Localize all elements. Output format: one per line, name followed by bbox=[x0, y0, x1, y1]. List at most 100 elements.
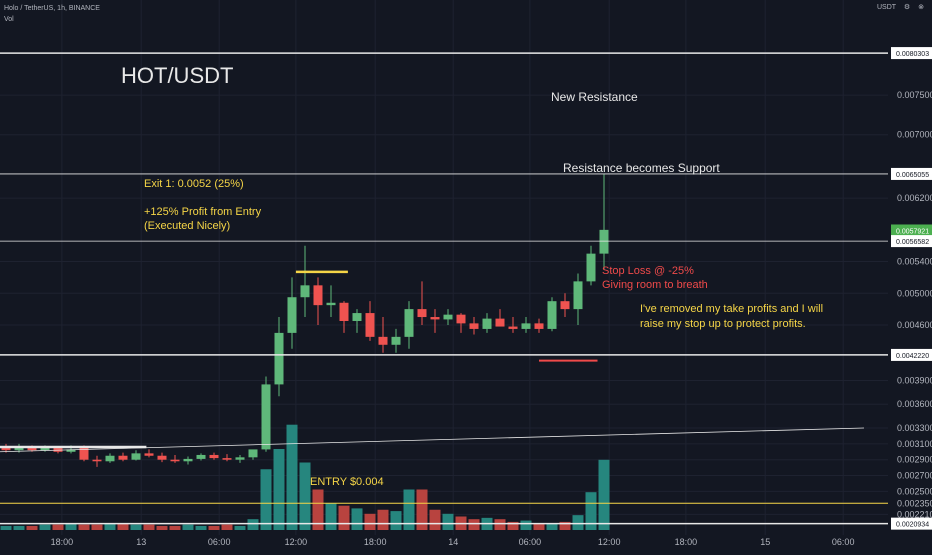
volume-bar bbox=[13, 525, 25, 530]
price-tick-label: 0.0023500 bbox=[897, 498, 932, 508]
price-tick-label: 0.0062000 bbox=[897, 193, 932, 203]
annotation-executed: (Executed Nicely) bbox=[144, 220, 230, 232]
candle-body bbox=[14, 447, 24, 451]
volume-bar bbox=[247, 519, 259, 530]
volume-bar bbox=[507, 521, 519, 530]
candle-body bbox=[40, 447, 50, 451]
candle-body bbox=[157, 455, 167, 460]
price-tick-label: 0.0070000 bbox=[897, 130, 932, 140]
volume-bar bbox=[52, 524, 64, 530]
candle-body bbox=[534, 323, 544, 329]
volume-bar bbox=[559, 521, 571, 530]
candle-body bbox=[105, 455, 115, 462]
candle-body bbox=[79, 447, 89, 460]
price-tick-label: 0.0029000 bbox=[897, 455, 932, 465]
candle-body bbox=[287, 297, 297, 333]
price-badge-label: 0.0057921 bbox=[896, 228, 929, 235]
volume-bar bbox=[312, 489, 324, 530]
candle-body bbox=[248, 449, 258, 458]
time-tick-label: 18:00 bbox=[364, 537, 387, 547]
candle-body bbox=[352, 313, 362, 321]
volume-bar bbox=[338, 505, 350, 530]
annotation-stop-loss: Stop Loss @ -25% bbox=[602, 265, 694, 277]
annotation-take-profits: I've removed my take profits and I will bbox=[640, 303, 823, 315]
candle-body bbox=[92, 459, 102, 462]
annotation-breath: Giving room to breath bbox=[602, 279, 708, 291]
candle-body bbox=[222, 458, 232, 460]
candle-body bbox=[300, 285, 310, 298]
corner-controls: USDT ⚙ ⊗ bbox=[871, 3, 924, 11]
candle-body bbox=[209, 454, 219, 459]
annotation-exit-1: Exit 1: 0.0052 (25%) bbox=[144, 178, 244, 190]
chart-title: HOT/USDT bbox=[121, 63, 233, 88]
candle-body bbox=[482, 318, 492, 329]
price-axis[interactable]: 0.0075000 0.0070000 0.0062000 0.0054000 0.00… bbox=[891, 47, 932, 530]
candle-body bbox=[326, 302, 336, 306]
time-tick-label: 13 bbox=[136, 537, 146, 547]
annotation-entry: ENTRY $0.004 bbox=[310, 476, 384, 488]
candle-body bbox=[170, 459, 180, 462]
candle-body bbox=[261, 384, 271, 450]
annotations: HOT/USDT New Resistance Resistance becom… bbox=[121, 63, 823, 488]
price-badge-label: 0.0056582 bbox=[896, 239, 929, 246]
volume-label: Vol bbox=[4, 16, 14, 23]
chart-header: Holo / TetherUS, 1h, BINANCE Vol bbox=[4, 3, 100, 25]
time-axis[interactable]: 18:00 13 06:00 12:00 18:00 14 06:00 12:00 18:00 1… bbox=[51, 537, 855, 547]
candle-body bbox=[378, 336, 388, 345]
price-badge-label: 0.0020934 bbox=[896, 522, 929, 529]
time-tick-label: 14 bbox=[448, 537, 458, 547]
volume-bar bbox=[208, 525, 220, 530]
price-tick-label: 0.0046000 bbox=[897, 320, 932, 330]
price-tick-label: 0.0075000 bbox=[897, 90, 932, 100]
annotation-raise-stop: raise my stop up to protect profits. bbox=[640, 318, 806, 330]
volume-bar bbox=[0, 525, 12, 530]
candle-body bbox=[521, 323, 531, 329]
candle-body bbox=[118, 455, 128, 460]
price-badge bbox=[891, 167, 932, 180]
candle-body bbox=[196, 454, 206, 459]
price-tick-label: 0.0050000 bbox=[897, 288, 932, 298]
candle-body bbox=[573, 281, 583, 310]
candle-body bbox=[404, 309, 414, 337]
volume-bar bbox=[195, 525, 207, 530]
volume-bar bbox=[325, 503, 337, 530]
volume-bar bbox=[39, 524, 51, 530]
candle-body bbox=[469, 323, 479, 329]
gear-icon[interactable]: ⚙ bbox=[903, 4, 911, 11]
price-badge-label: 0.0042220 bbox=[896, 353, 929, 360]
candle-body bbox=[1, 447, 11, 451]
price-tick-label: 0.0027000 bbox=[897, 471, 932, 481]
candle-body bbox=[365, 313, 375, 337]
candle-body bbox=[456, 314, 466, 324]
price-tick-label: 0.0054000 bbox=[897, 257, 932, 267]
time-tick-label: 18:00 bbox=[675, 537, 698, 547]
volume-bar bbox=[78, 524, 90, 530]
volume-bar bbox=[299, 462, 311, 530]
close-icon[interactable]: ⊗ bbox=[918, 4, 924, 11]
volume-bar bbox=[221, 524, 233, 530]
price-tick-label: 0.0033000 bbox=[897, 423, 932, 433]
volume-bar bbox=[429, 509, 441, 530]
candle-body bbox=[274, 332, 284, 385]
volume-bar bbox=[117, 523, 129, 530]
volume-bar bbox=[598, 459, 610, 530]
volume-bar bbox=[130, 524, 142, 530]
time-tick-label: 15 bbox=[760, 537, 770, 547]
candle-body bbox=[391, 336, 401, 345]
candle-body bbox=[235, 457, 245, 460]
candle-body bbox=[508, 326, 518, 329]
time-tick-label: 06:00 bbox=[208, 537, 231, 547]
time-tick-label: 06:00 bbox=[519, 537, 542, 547]
candle-body bbox=[430, 317, 440, 320]
currency-label[interactable]: USDT bbox=[877, 4, 896, 11]
candle-body bbox=[131, 453, 141, 460]
candle-body bbox=[66, 449, 76, 452]
volume-bar bbox=[364, 513, 376, 530]
price-badge-label: 0.0080303 bbox=[896, 51, 929, 58]
price-tick-label: 0.0022100 bbox=[897, 509, 932, 519]
candle-body bbox=[313, 285, 323, 306]
volume-bar bbox=[91, 524, 103, 530]
annotation-new-resistance: New Resistance bbox=[551, 90, 638, 104]
